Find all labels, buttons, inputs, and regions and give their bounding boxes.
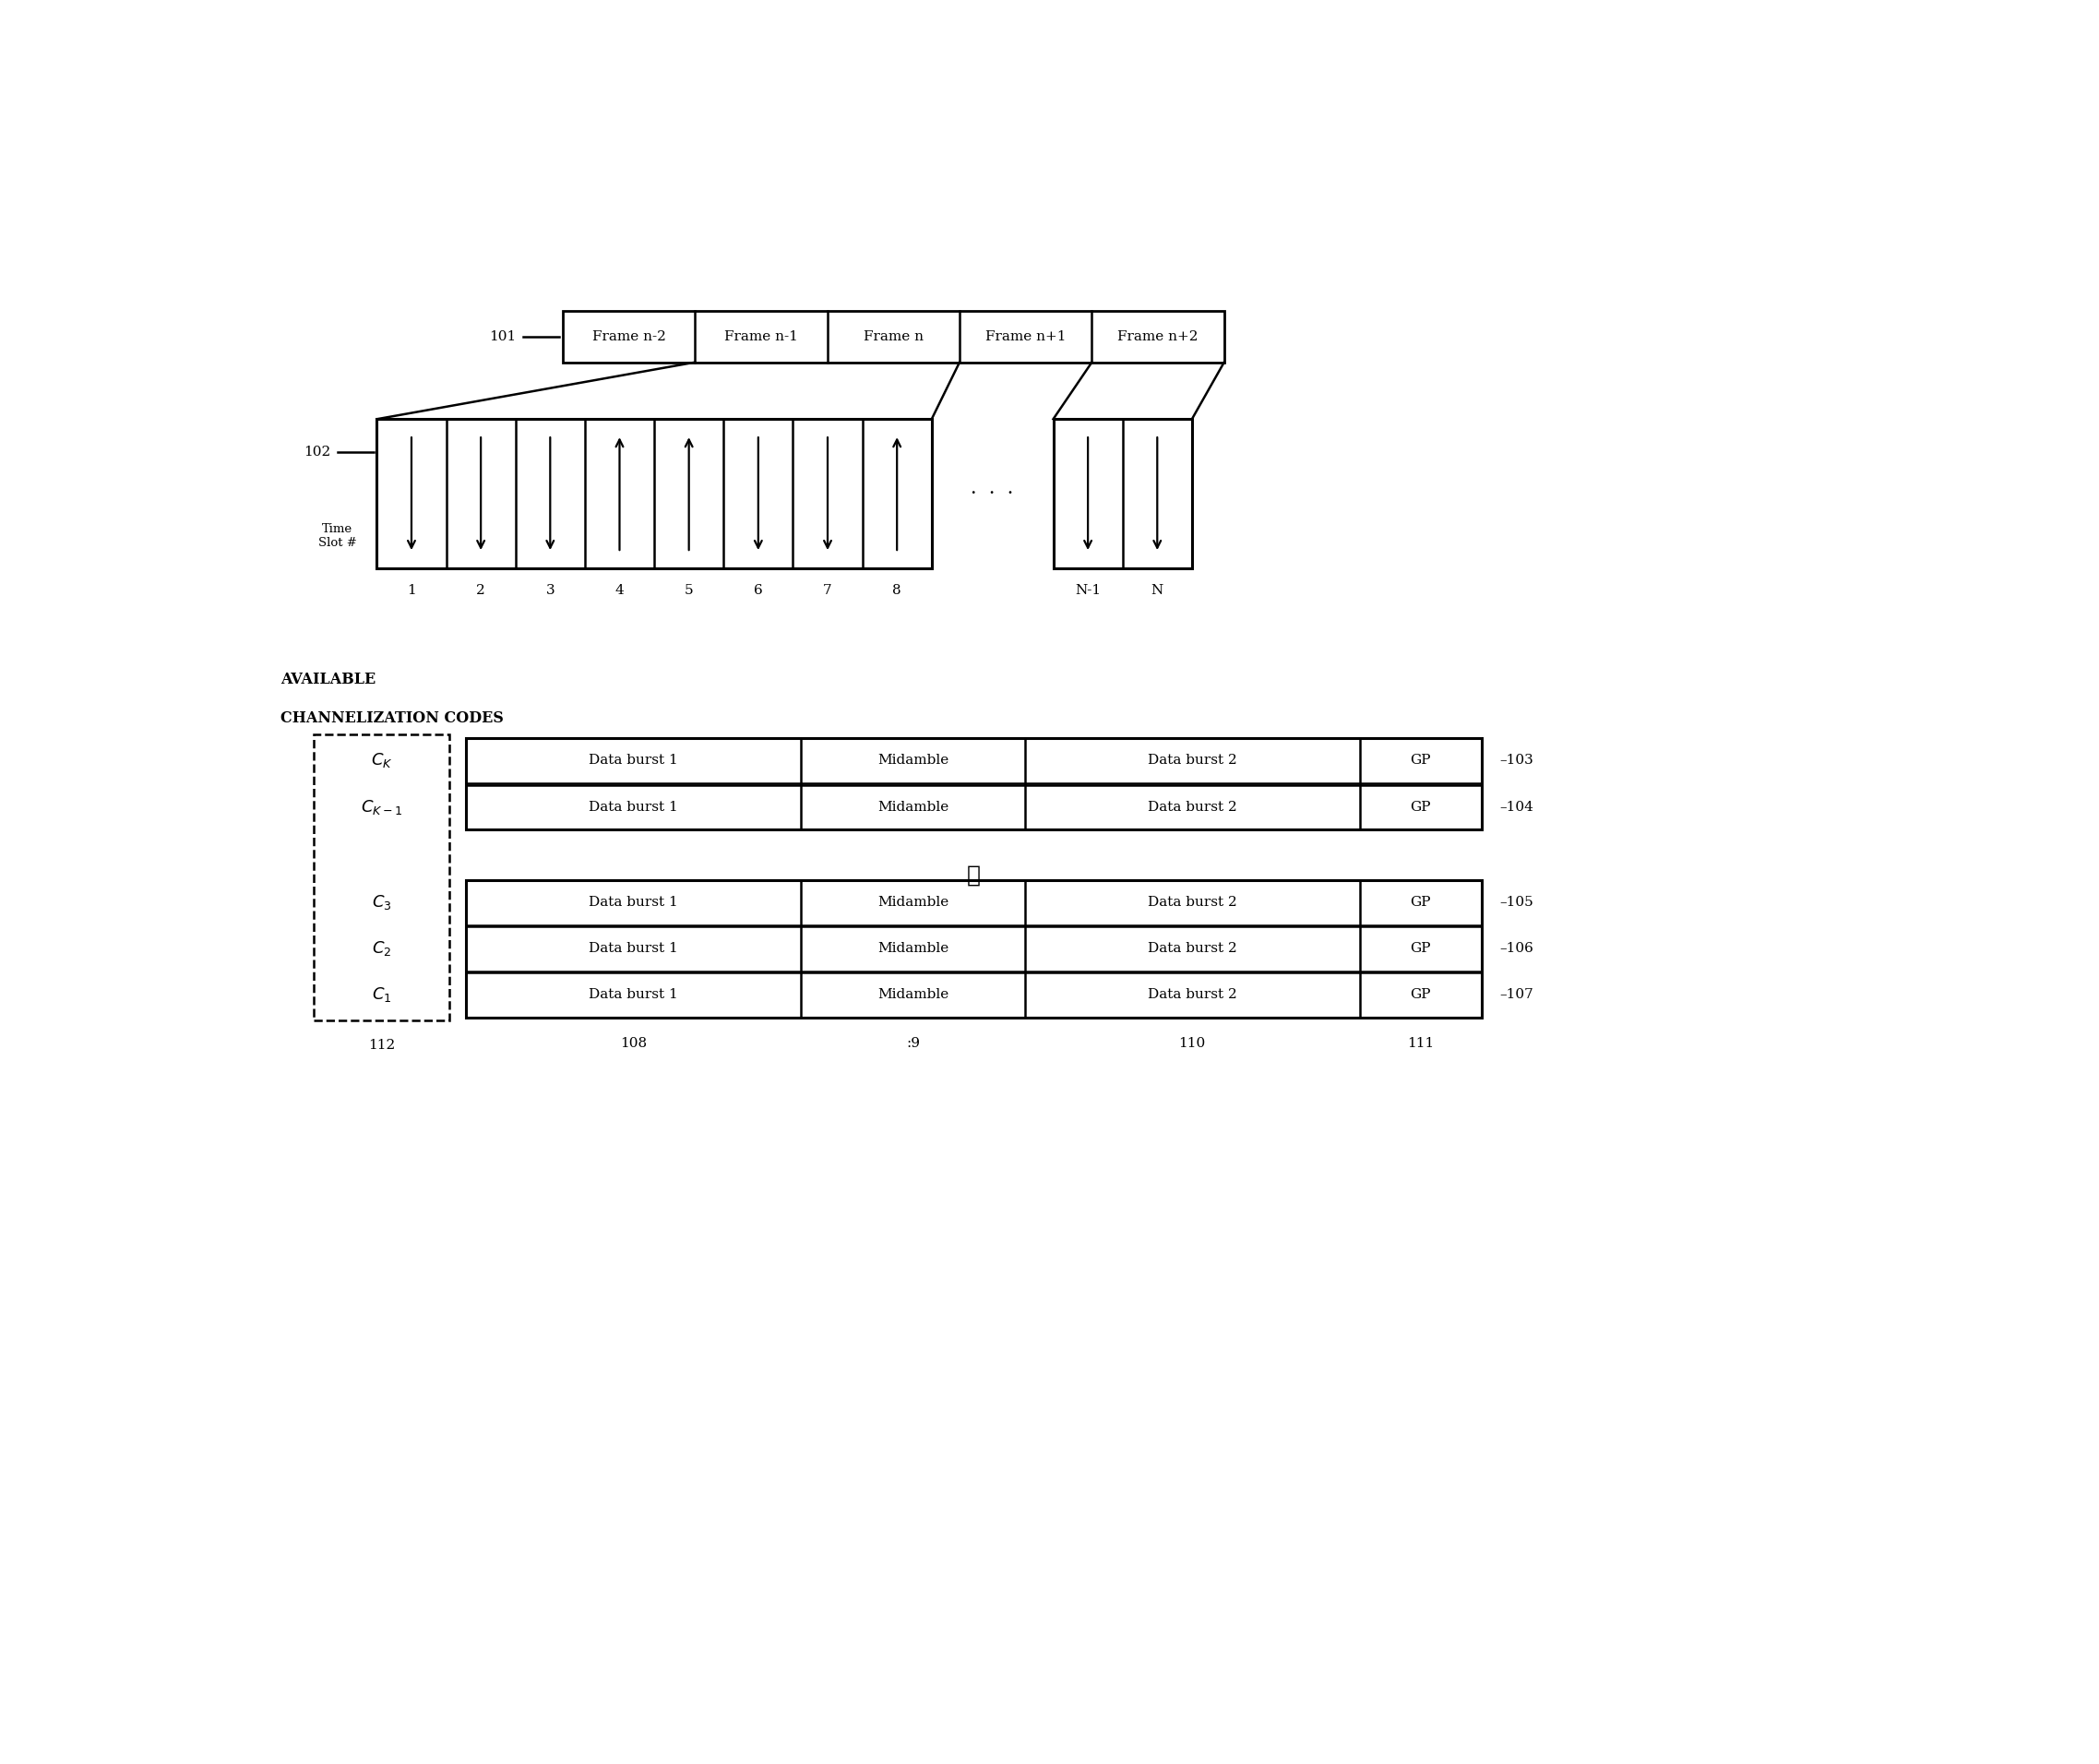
Text: CHANNELIZATION CODES: CHANNELIZATION CODES	[281, 711, 504, 727]
Text: Frame n+2: Frame n+2	[1117, 330, 1199, 344]
Text: 8: 8	[892, 584, 900, 596]
Text: $C_2$: $C_2$	[372, 940, 393, 958]
Text: Frame n: Frame n	[863, 330, 924, 344]
Text: 4: 4	[615, 584, 623, 596]
FancyBboxPatch shape	[466, 972, 1482, 1018]
Text: Frame n-1: Frame n-1	[724, 330, 798, 344]
Text: Data burst 2: Data burst 2	[1148, 896, 1236, 908]
FancyBboxPatch shape	[1054, 420, 1192, 568]
Text: Data burst 2: Data burst 2	[1148, 753, 1236, 767]
Text: Midamble: Midamble	[877, 801, 949, 813]
Text: Data burst 2: Data burst 2	[1148, 801, 1236, 813]
Text: 5: 5	[684, 584, 693, 596]
Text: Data burst 1: Data burst 1	[590, 753, 678, 767]
Text: $C_3$: $C_3$	[372, 893, 393, 912]
FancyBboxPatch shape	[466, 785, 1482, 829]
Text: 102: 102	[304, 446, 330, 459]
FancyBboxPatch shape	[378, 420, 932, 568]
Text: GP: GP	[1411, 801, 1432, 813]
Text: ·  ·  ·: · · ·	[972, 485, 1014, 503]
Text: –105: –105	[1499, 896, 1532, 908]
Text: –106: –106	[1499, 942, 1534, 954]
Text: GP: GP	[1411, 942, 1432, 954]
Text: Midamble: Midamble	[877, 753, 949, 767]
Text: 110: 110	[1180, 1037, 1205, 1050]
Text: Frame n+1: Frame n+1	[984, 330, 1066, 344]
Text: Time
Slot #: Time Slot #	[319, 524, 357, 549]
FancyBboxPatch shape	[563, 310, 1224, 362]
Text: Frame n-2: Frame n-2	[592, 330, 665, 344]
Text: 108: 108	[621, 1037, 646, 1050]
Text: $C_1$: $C_1$	[372, 986, 393, 1004]
Text: $C_{K-1}$: $C_{K-1}$	[361, 797, 403, 817]
Text: 3: 3	[546, 584, 554, 596]
Text: 2: 2	[476, 584, 485, 596]
Text: AVAILABLE: AVAILABLE	[281, 672, 376, 686]
Text: Midamble: Midamble	[877, 988, 949, 1002]
Text: 101: 101	[489, 330, 516, 344]
Text: 112: 112	[367, 1039, 395, 1051]
Text: 6: 6	[754, 584, 762, 596]
Text: 111: 111	[1406, 1037, 1434, 1050]
Text: 7: 7	[823, 584, 831, 596]
Text: Midamble: Midamble	[877, 942, 949, 954]
FancyBboxPatch shape	[466, 880, 1482, 924]
Text: Data burst 2: Data burst 2	[1148, 942, 1236, 954]
Text: GP: GP	[1411, 988, 1432, 1002]
Text: Data burst 1: Data burst 1	[590, 896, 678, 908]
Text: N-1: N-1	[1075, 584, 1100, 596]
FancyBboxPatch shape	[466, 926, 1482, 972]
Text: Data burst 1: Data burst 1	[590, 801, 678, 813]
Text: Midamble: Midamble	[877, 896, 949, 908]
Text: –107: –107	[1499, 988, 1532, 1002]
Text: Data burst 2: Data burst 2	[1148, 988, 1236, 1002]
Text: Data burst 1: Data burst 1	[590, 988, 678, 1002]
Text: GP: GP	[1411, 896, 1432, 908]
FancyBboxPatch shape	[466, 737, 1482, 783]
Text: GP: GP	[1411, 753, 1432, 767]
Text: N: N	[1150, 584, 1163, 596]
Text: :9: :9	[907, 1037, 919, 1050]
Text: Data burst 1: Data burst 1	[590, 942, 678, 954]
Text: ⋮: ⋮	[968, 864, 980, 886]
Text: $C_K$: $C_K$	[372, 751, 393, 769]
Text: –104: –104	[1499, 801, 1534, 813]
Text: 1: 1	[407, 584, 416, 596]
Text: –103: –103	[1499, 753, 1532, 767]
